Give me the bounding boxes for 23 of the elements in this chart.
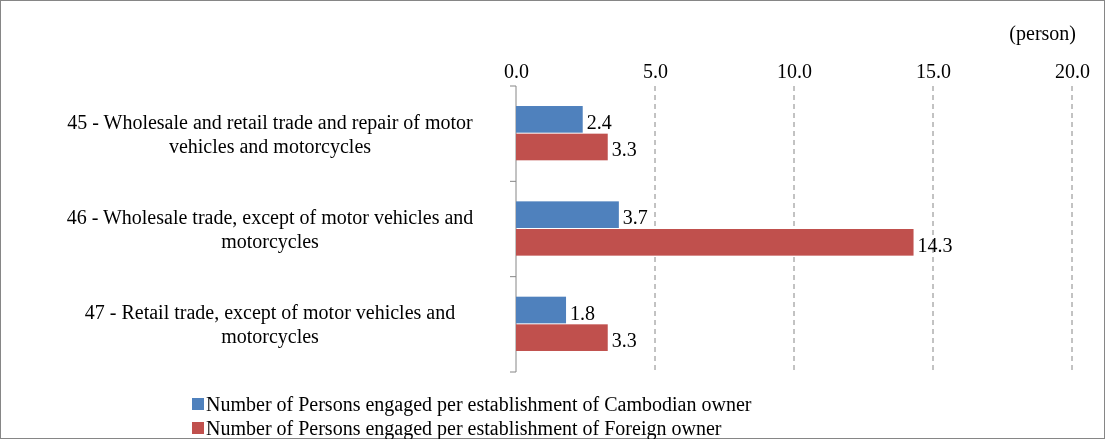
x-axis-title: (person) (1009, 22, 1076, 45)
bar (516, 229, 914, 256)
data-label: 3.7 (622, 206, 648, 229)
bar (516, 296, 567, 324)
data-label: 1.8 (570, 301, 596, 324)
bar (516, 106, 583, 133)
legend-label: Number of Persons engaged per establishment of Cambodian owner (206, 393, 752, 416)
y-tick-label: 47 - Retail trade, except of motor vehicles and motorcycles (84, 301, 456, 349)
data-label: 3.3 (611, 138, 637, 161)
y-tick-label: 46 - Wholesale trade, except of motor vehicles and motorcycles (66, 206, 474, 253)
x-tick-label: 5.0 (643, 60, 668, 82)
bar (516, 324, 608, 351)
x-tick-label: 10.0 (777, 60, 812, 82)
data-label: 3.3 (611, 329, 637, 352)
bar (516, 133, 608, 161)
x-tick-label: 20.0 (1055, 60, 1090, 82)
x-tick-label: 15.0 (916, 60, 951, 82)
data-label: 2.4 (586, 110, 612, 133)
legend-label: Number of Persons engaged per establishment of Foreign owner (206, 417, 722, 439)
data-label: 14.3 (917, 233, 953, 256)
x-tick-label: 0.0 (504, 60, 529, 82)
bar (516, 201, 619, 228)
y-tick-label: 45 - Wholesale and retail trade and repair of motor vehicles and motorcycles (67, 110, 474, 158)
